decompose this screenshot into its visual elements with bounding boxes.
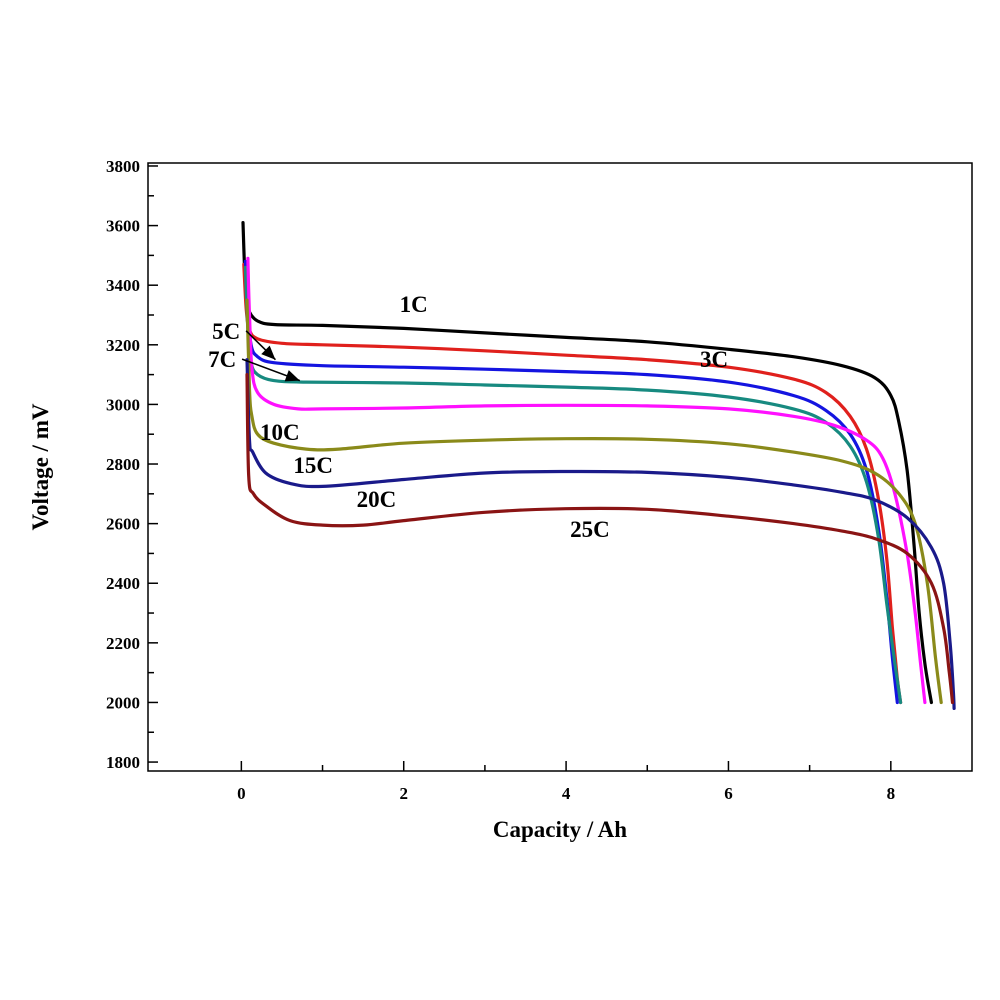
series-label-25c: 25C	[570, 517, 610, 542]
y-axis-title: Voltage / mV	[28, 403, 53, 530]
x-axis: 0 2 4 6 8	[237, 761, 895, 803]
y-tick-label: 3600	[106, 217, 140, 236]
y-tick-label: 2200	[106, 634, 140, 653]
series-10c-curve	[246, 256, 927, 705]
x-axis-title: Capacity / Ah	[493, 817, 627, 842]
plot-frame	[147, 162, 973, 772]
series-20c-curve	[245, 358, 956, 710]
y-tick-label: 3400	[106, 276, 140, 295]
x-tick-label: 6	[724, 784, 733, 803]
series-25c-curve	[245, 373, 955, 705]
series-label-20c: 20C	[357, 487, 397, 512]
y-tick-label: 1800	[106, 753, 140, 772]
series-3c-curve	[242, 262, 903, 705]
y-tick-label: 3800	[106, 157, 140, 176]
y-tick-label: 2400	[106, 574, 140, 593]
series-label-1c: 1C	[400, 292, 428, 317]
series-1c-curve	[241, 221, 933, 705]
arrow-7c-head	[284, 370, 300, 382]
y-axis: 1800 2000 2200 2400 2600 2800 3000 3200 3400 3600…	[106, 157, 158, 772]
series-curves	[241, 221, 956, 710]
arrow-5c-head	[261, 345, 276, 360]
y-tick-label: 2000	[106, 693, 140, 712]
x-tick-label: 2	[399, 784, 408, 803]
x-tick-label: 8	[887, 784, 896, 803]
series-15c-curve	[245, 298, 943, 705]
y-tick-label: 2800	[106, 455, 140, 474]
series-label-5c: 5C	[212, 319, 240, 344]
series-label-10c: 10C	[260, 420, 300, 445]
y-tick-label: 3200	[106, 336, 140, 355]
series-annotations: 1C 3C 5C 7C 10C 15C 20C 25C	[208, 292, 728, 542]
series-label-15c: 15C	[293, 453, 333, 478]
series-label-3c: 3C	[700, 347, 728, 372]
x-tick-label: 0	[237, 784, 246, 803]
y-tick-label: 3000	[106, 395, 140, 414]
series-label-7c: 7C	[208, 347, 236, 372]
x-tick-label: 4	[562, 784, 571, 803]
y-tick-label: 2600	[106, 515, 140, 534]
